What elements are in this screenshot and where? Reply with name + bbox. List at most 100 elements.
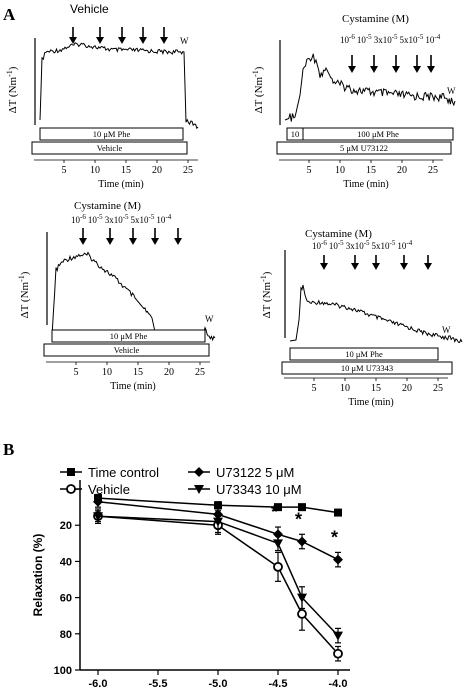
y-label-close: ) bbox=[7, 66, 19, 70]
conc-label-part: 10 bbox=[312, 241, 322, 251]
trace-panel-4: Cystamine (M)10-6 10-5 3x10-5 5x10-5 10-4ΔT … bbox=[259, 228, 463, 408]
marker-diamond bbox=[93, 496, 103, 507]
conc-label-part: -4 bbox=[434, 33, 440, 41]
marker-square bbox=[298, 503, 306, 512]
time-tick-label: 20 bbox=[152, 165, 162, 176]
treatment-bar-label: 100 μM Phe bbox=[357, 129, 399, 139]
time-axis-label: Time (min) bbox=[343, 179, 388, 190]
addition-arrow-head bbox=[79, 238, 87, 245]
marker-triangle bbox=[297, 593, 307, 603]
addition-arrow-head bbox=[151, 238, 159, 245]
marker-diamond bbox=[297, 536, 307, 547]
marker-diamond bbox=[194, 467, 204, 477]
trace-y-label: ΔT (Nm-1) bbox=[259, 271, 273, 318]
treatment-bar-label: 10 μM Phe bbox=[93, 129, 131, 139]
tension-trace bbox=[51, 251, 216, 342]
conc-label-part: -5 bbox=[97, 213, 103, 221]
addition-arrow-head bbox=[96, 37, 104, 44]
addition-arrow-head bbox=[427, 66, 435, 73]
washout-mark: W bbox=[180, 36, 189, 46]
treatment-bar-lower: 10 μM U73343 bbox=[281, 361, 453, 375]
y-label-sup: -1 bbox=[259, 275, 268, 282]
treatment-bar-label: 10 μM Phe bbox=[345, 349, 383, 359]
conc-label-part: -5 bbox=[364, 239, 370, 247]
y-label-close: ) bbox=[19, 271, 31, 275]
conc-label-part: -5 bbox=[149, 213, 155, 221]
marker-triangle bbox=[273, 539, 283, 549]
treatment-bar-box bbox=[289, 347, 439, 361]
x-tick-label: -6.0 bbox=[89, 678, 108, 688]
time-tick-label: 20 bbox=[402, 383, 412, 394]
marker-circle bbox=[297, 609, 307, 619]
treatment-bar-upper: 10 μM Phe bbox=[289, 347, 439, 361]
addition-arrow-head bbox=[139, 37, 147, 44]
trace-y-label: ΔT (Nm-1) bbox=[17, 271, 31, 318]
y-axis-title: Relaxation (%) bbox=[31, 534, 45, 617]
addition-arrow-head bbox=[106, 238, 114, 245]
addition-arrow-head bbox=[69, 37, 77, 44]
time-tick-label: 5 bbox=[74, 367, 79, 378]
time-tick-label: 5 bbox=[312, 383, 317, 394]
addition-arrow-head bbox=[348, 66, 356, 73]
time-tick-label: 15 bbox=[133, 367, 143, 378]
legend-item-u73122: U73122 5 μM bbox=[188, 465, 294, 480]
trace-y-label: ΔT (Nm-1) bbox=[251, 66, 265, 113]
addition-arrow-head bbox=[118, 37, 126, 44]
significance-asterisk: * bbox=[271, 502, 278, 522]
time-tick-label: 20 bbox=[397, 165, 407, 176]
conc-label-part: 10 bbox=[340, 35, 350, 45]
conc-label-part: 10 bbox=[357, 35, 367, 45]
conc-label-part: 10 bbox=[425, 35, 435, 45]
legend: Time control Vehicle U73122 5 μM U73343 10 … bbox=[60, 465, 302, 497]
marker-triangle bbox=[93, 512, 103, 522]
conc-label-part: 3x10 bbox=[374, 35, 393, 45]
y-label-sup: -1 bbox=[17, 275, 26, 282]
y-label-main: ΔT (Nm bbox=[261, 281, 273, 318]
marker-triangle bbox=[333, 631, 343, 641]
addition-arrow-head bbox=[174, 238, 182, 245]
conc-label-part: 5x10 bbox=[372, 241, 391, 251]
conc-label-part: 3x10 bbox=[105, 215, 124, 225]
conc-label-part: 5x10 bbox=[400, 35, 419, 45]
marker-circle bbox=[66, 484, 76, 494]
legend-label: Vehicle bbox=[88, 482, 130, 497]
addition-arrow-head bbox=[370, 66, 378, 73]
washout-mark: W bbox=[205, 314, 214, 324]
time-axis-label: Time (min) bbox=[98, 179, 143, 190]
conc-label-part: -6 bbox=[80, 213, 86, 221]
chart-b: 020406080100-6.0-5.5-5.0-4.5-4.0Log(Cyst… bbox=[31, 465, 350, 688]
trace-title: Vehicle bbox=[70, 2, 109, 16]
conc-label-part: 10 bbox=[156, 215, 166, 225]
washout-mark: W bbox=[447, 86, 456, 96]
y-label-main: ΔT (Nm bbox=[253, 76, 265, 113]
trace-title: Cystamine (M) bbox=[342, 13, 409, 25]
y-label-sup: -1 bbox=[5, 70, 14, 77]
y-tick-label: 80 bbox=[60, 629, 72, 641]
conc-label-part: -5 bbox=[338, 239, 344, 247]
conc-label-part: -5 bbox=[123, 213, 129, 221]
treatment-bar-prefix-label: 10 bbox=[291, 129, 300, 139]
addition-arrow-head bbox=[372, 263, 380, 270]
conc-label-part: 10 bbox=[329, 241, 339, 251]
treatment-bar-label: Vehicle bbox=[97, 143, 123, 153]
addition-arrow-head bbox=[160, 37, 168, 44]
treatment-bar-lower: Vehicle bbox=[43, 343, 210, 357]
conc-label-part: -6 bbox=[321, 239, 327, 247]
legend-item-vehicle: Vehicle bbox=[60, 482, 130, 497]
treatment-bar-upper: 10 μM Phe bbox=[51, 329, 206, 343]
panel-b-label: B bbox=[3, 440, 14, 459]
treatment-bar-box bbox=[281, 361, 453, 375]
conc-label-part: -5 bbox=[390, 239, 396, 247]
marker-diamond bbox=[273, 529, 283, 540]
conc-label-part: 10 bbox=[71, 215, 81, 225]
treatment-bar-box bbox=[31, 141, 188, 155]
series-3 bbox=[93, 510, 343, 644]
conc-label-part: -5 bbox=[392, 33, 398, 41]
treatment-bar-box bbox=[39, 127, 184, 141]
time-tick-label: 25 bbox=[433, 383, 443, 394]
treatment-bar-box bbox=[302, 127, 454, 141]
y-label-close: ) bbox=[253, 66, 265, 70]
